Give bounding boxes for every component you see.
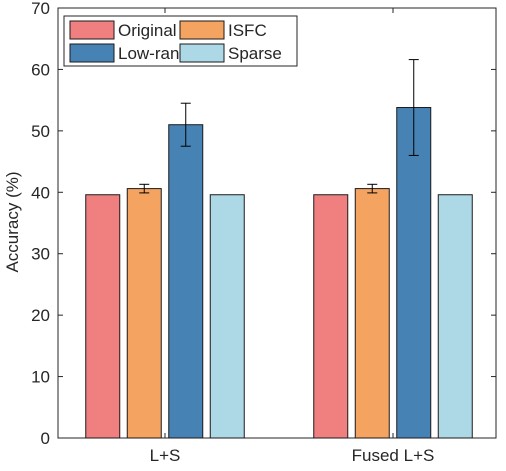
bar-original-1 (313, 194, 349, 439)
bar-sparse-0 (209, 194, 245, 439)
y-axis-label: Accuracy (%) (3, 171, 22, 272)
x-axis-ticks: L+S Fused L+S (150, 8, 435, 465)
y-tick-label: 70 (31, 0, 50, 18)
legend-swatch (69, 20, 115, 40)
legend-label: Low-rank (118, 44, 188, 63)
bar-original-0 (85, 194, 121, 439)
y-tick-label: 30 (31, 245, 50, 264)
legend-label: ISFC (228, 21, 267, 40)
legend-swatch (179, 43, 225, 63)
bar-isfc-0 (126, 188, 162, 439)
y-tick-label: 50 (31, 122, 50, 141)
y-tick-label: 60 (31, 60, 50, 79)
legend-swatch (69, 43, 115, 63)
bar-low-rank-1 (396, 107, 432, 439)
x-tick-label: L+S (150, 446, 181, 465)
legend-label: Sparse (228, 44, 282, 63)
legend-label: Original (118, 21, 177, 40)
bar-sparse-1 (437, 194, 473, 439)
y-tick-label: 0 (41, 429, 50, 448)
errorbars-group (139, 59, 419, 194)
y-tick-label: 40 (31, 183, 50, 202)
legend-swatch (179, 20, 225, 40)
bars-group (85, 107, 473, 439)
bar-low-rank-0 (168, 124, 204, 439)
y-tick-label: 10 (31, 368, 50, 387)
bar-isfc-1 (354, 188, 390, 439)
x-tick-label: Fused L+S (352, 446, 435, 465)
legend: Original ISFC Low-rank Sparse (63, 15, 298, 67)
y-axis-ticks: 0 10 20 30 40 50 60 70 (31, 0, 496, 448)
y-tick-label: 20 (31, 306, 50, 325)
